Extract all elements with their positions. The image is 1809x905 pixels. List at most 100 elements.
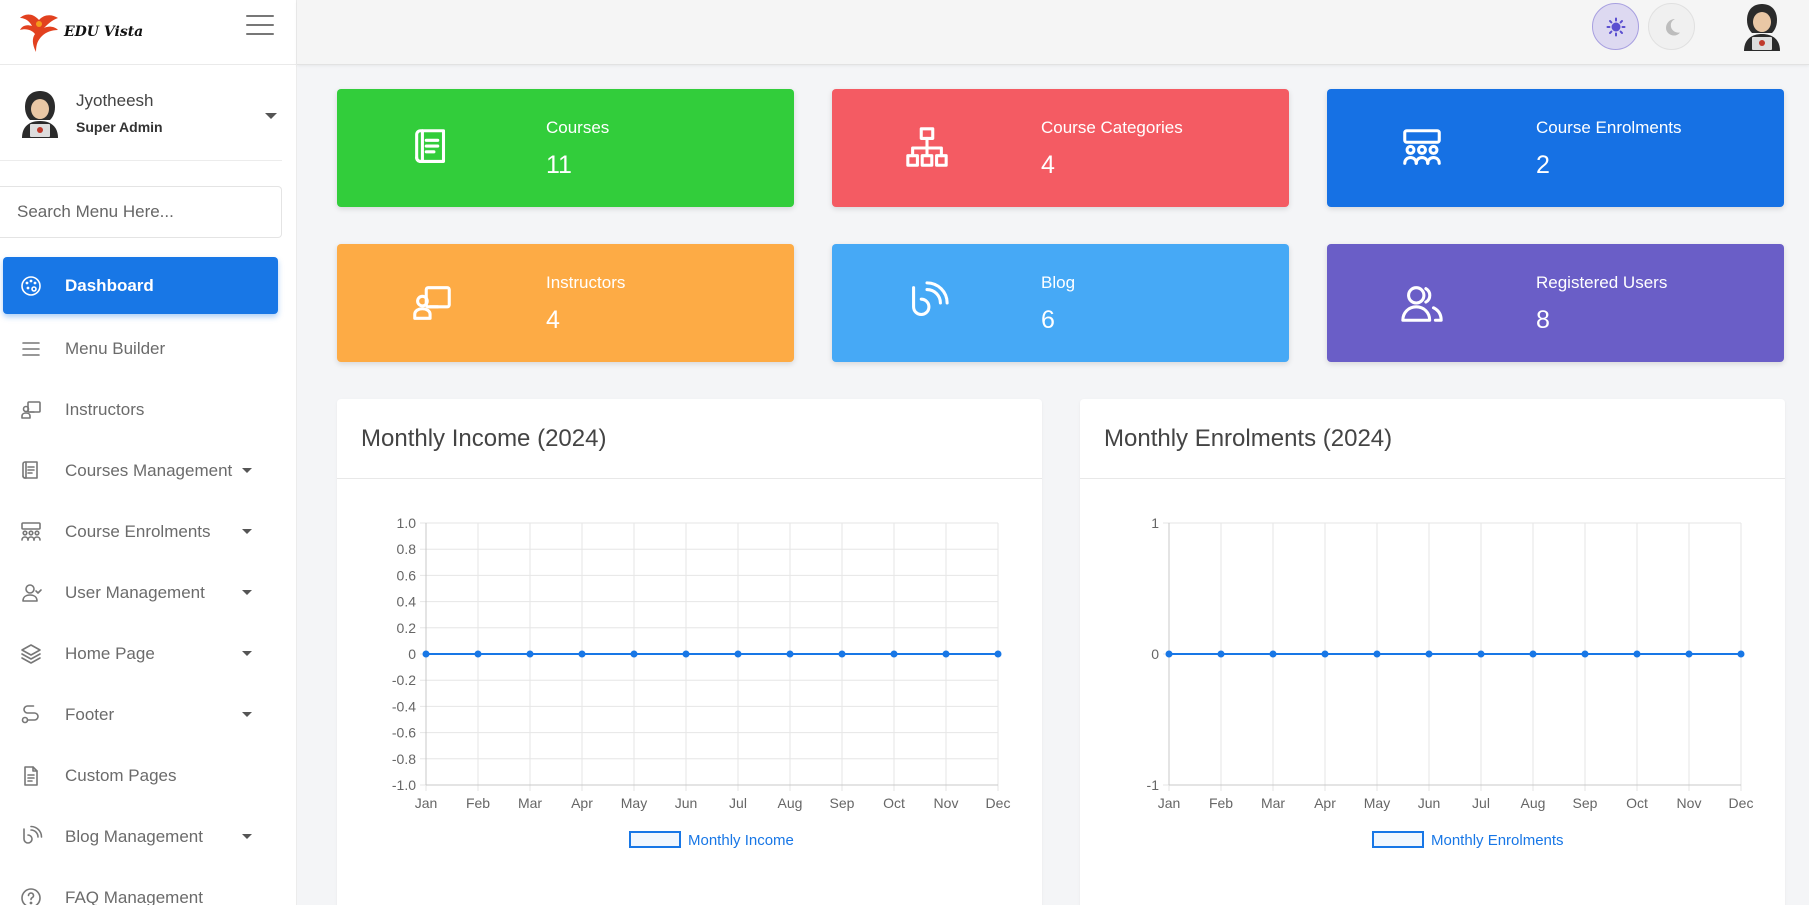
data-point[interactable] [422, 650, 430, 658]
x-tick-label: Mar [1261, 795, 1285, 811]
data-point[interactable] [1737, 650, 1745, 658]
sidebar-item-custom-pages[interactable]: Custom Pages [0, 745, 296, 806]
sidebar-item-dashboard[interactable]: Dashboard [3, 257, 278, 314]
legend-swatch[interactable] [629, 831, 681, 848]
data-point[interactable] [734, 650, 742, 658]
x-tick-label: Mar [518, 795, 542, 811]
x-tick-label: Aug [1521, 795, 1546, 811]
sun-icon [1606, 17, 1625, 36]
y-tick-label: 0 [1151, 646, 1159, 662]
data-point[interactable] [1685, 650, 1693, 658]
data-point[interactable] [1425, 650, 1433, 658]
data-point[interactable] [838, 650, 846, 658]
data-point[interactable] [1373, 650, 1381, 658]
chevron-down-icon[interactable] [242, 651, 252, 656]
user-name: Jyotheesh [76, 90, 154, 110]
data-point[interactable] [526, 650, 534, 658]
x-tick-label: Aug [778, 795, 803, 811]
sidebar-item-footer[interactable]: Footer [0, 684, 296, 745]
top-avatar-icon[interactable] [1740, 1, 1784, 51]
data-point[interactable] [1321, 650, 1329, 658]
legend-label[interactable]: Monthly Enrolments [1431, 832, 1564, 849]
y-tick-label: 0.6 [397, 567, 417, 583]
data-point[interactable] [1633, 650, 1641, 658]
data-point[interactable] [1581, 650, 1589, 658]
sidebar-item-menu-builder[interactable]: Menu Builder [0, 318, 296, 379]
data-point[interactable] [682, 650, 690, 658]
chevron-down-icon[interactable] [242, 834, 252, 839]
stat-card-course-enrolments[interactable]: Course Enrolments 2 [1327, 89, 1784, 207]
chevron-down-icon[interactable] [242, 590, 252, 595]
stat-card-instructors[interactable]: Instructors 4 [337, 244, 794, 362]
x-tick-label: Oct [1626, 795, 1648, 811]
legend-swatch[interactable] [1372, 831, 1424, 848]
data-point[interactable] [942, 650, 950, 658]
presenter-icon [413, 286, 451, 320]
legend-label[interactable]: Monthly Income [688, 832, 794, 849]
chart-grid: 1 0 -1 Jan Feb Mar Apr May Jun Jul Aug Sep Oct Nov Dec [1147, 515, 1754, 811]
sidebar-item-courses-management[interactable]: Courses Management [0, 440, 296, 501]
sidebar-item-course-enrolments[interactable]: Course Enrolments [0, 501, 296, 562]
chevron-down-icon[interactable] [242, 468, 252, 473]
hamburger-menu-icon[interactable] [246, 13, 274, 37]
sidebar-item-user-management[interactable]: User Management [0, 562, 296, 623]
chevron-down-icon[interactable] [242, 712, 252, 717]
user-profile[interactable]: Jyotheesh Super Admin [0, 65, 282, 161]
chevron-down-icon[interactable] [242, 529, 252, 534]
y-tick-label: 0 [408, 646, 416, 662]
stat-card-label: Blog [1041, 273, 1076, 292]
stat-card-courses[interactable]: Courses 11 [337, 89, 794, 207]
x-tick-label: Jan [415, 795, 438, 811]
search-input[interactable] [0, 187, 281, 237]
sidebar-item-instructors[interactable]: Instructors [0, 379, 296, 440]
stat-card-value: 8 [1536, 306, 1550, 334]
sidebar-item-label: Blog Management [65, 826, 203, 846]
data-point[interactable] [890, 650, 898, 658]
x-tick-label: Nov [934, 795, 959, 811]
sidebar-item-label: Menu Builder [65, 338, 166, 358]
y-tick-label: -1 [1147, 777, 1160, 793]
stat-card-label: Instructors [546, 273, 626, 292]
data-point[interactable] [474, 650, 482, 658]
data-point[interactable] [1165, 650, 1173, 658]
data-point[interactable] [630, 650, 638, 658]
user-icon [22, 583, 42, 602]
question-icon [21, 887, 41, 905]
data-point[interactable] [786, 650, 794, 658]
book-icon [415, 129, 446, 163]
light-theme-button[interactable] [1592, 3, 1639, 50]
dark-theme-button[interactable] [1648, 3, 1695, 50]
data-point[interactable] [994, 650, 1002, 658]
x-tick-label: May [1364, 795, 1390, 811]
data-point[interactable] [1477, 650, 1485, 658]
x-tick-label: Jun [675, 795, 698, 811]
brand-logo[interactable]: EDU Vista [18, 10, 143, 54]
stat-card-label: Registered Users [1536, 273, 1668, 292]
stat-card-course-categories[interactable]: Course Categories 4 [832, 89, 1289, 207]
x-tick-label: Nov [1677, 795, 1702, 811]
data-point[interactable] [1217, 650, 1225, 658]
sidebar-item-home-page[interactable]: Home Page [0, 623, 296, 684]
sidebar-item-blog-management[interactable]: Blog Management [0, 806, 296, 867]
enrolments-chart: 1 0 -1 Jan Feb Mar Apr May Jun Jul Aug Sep Oct Nov Dec… [1147, 515, 1754, 849]
stat-card-registered-users[interactable]: Registered Users 8 [1327, 244, 1784, 362]
chevron-down-icon[interactable] [265, 113, 277, 119]
stat-card-blog[interactable]: Blog 6 [832, 244, 1289, 362]
blog-icon [23, 825, 43, 844]
sidebar-item-label: Home Page [65, 643, 155, 663]
enrolments-chart-title: Monthly Enrolments (2024) [1080, 399, 1785, 479]
y-tick-label: 0.8 [397, 541, 417, 557]
x-tick-label: Sep [1573, 795, 1598, 811]
sidebar-item-faq-management[interactable]: FAQ Management [0, 867, 296, 905]
y-tick-label: -1.0 [392, 777, 416, 793]
income-chart-panel: Monthly Income (2024) 1.0 0.8 0.6 0.4 0.2 0 -0… [337, 399, 1042, 905]
hierarchy-icon [906, 127, 948, 167]
data-point[interactable] [578, 650, 586, 658]
user-role: Super Admin [76, 118, 163, 135]
stat-card-label: Course Enrolments [1536, 118, 1682, 137]
data-point[interactable] [1269, 650, 1277, 658]
data-point[interactable] [1529, 650, 1537, 658]
book-icon [22, 460, 38, 479]
income-chart-title: Monthly Income (2024) [337, 399, 1042, 479]
y-tick-label: -0.8 [392, 751, 416, 767]
